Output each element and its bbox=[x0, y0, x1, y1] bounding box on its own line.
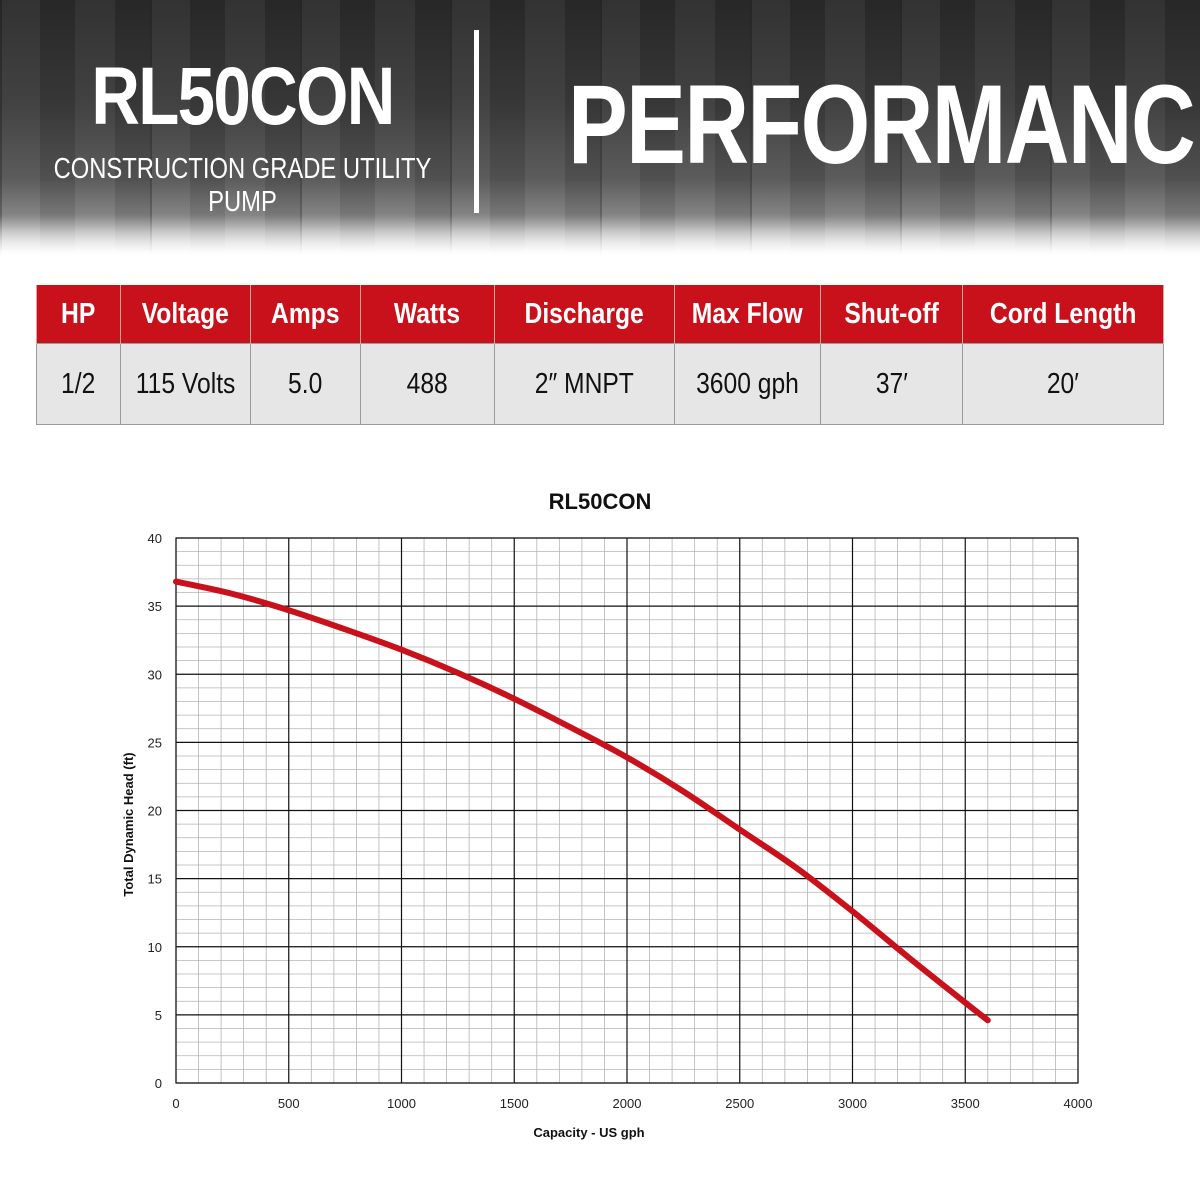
x-tick-label: 2000 bbox=[613, 1096, 642, 1111]
banner-fade bbox=[0, 215, 1200, 255]
plot-border bbox=[175, 537, 1079, 1084]
y-tick-label: 20 bbox=[148, 804, 162, 819]
chart-series bbox=[173, 578, 991, 1024]
specs-value-cell: 5.0 bbox=[249, 343, 361, 425]
specs-value-cell: 37′ bbox=[820, 343, 964, 425]
wood-texture bbox=[0, 0, 1200, 255]
y-axis-label: Total Dynamic Head (ft) bbox=[121, 752, 136, 896]
y-tick-label: 5 bbox=[155, 1008, 162, 1023]
specs-value-cell: 1/2 bbox=[36, 343, 121, 425]
specs-table: HP Voltage Amps Watts Discharge Max Flow… bbox=[36, 285, 1164, 425]
header-divider bbox=[474, 30, 479, 213]
y-tick-label: 40 bbox=[148, 531, 162, 546]
x-tick-label: 2500 bbox=[725, 1096, 754, 1111]
x-tick-label: 3500 bbox=[951, 1096, 980, 1111]
specs-header-row: HP Voltage Amps Watts Discharge Max Flow… bbox=[36, 285, 1164, 344]
chart-ticks: 0 500 1000 1500 2000 2500 3000 3500 4000 0 5 10 15 20… bbox=[148, 531, 1093, 1111]
specs-header-cell: Voltage bbox=[119, 285, 251, 344]
specs-header-cell: Watts bbox=[359, 285, 495, 344]
chart-title: RL50CON bbox=[548, 489, 652, 514]
x-tick-label: 3000 bbox=[838, 1096, 867, 1111]
y-tick-label: 10 bbox=[148, 940, 162, 955]
chart-grid bbox=[175, 537, 1079, 1084]
x-tick-label: 500 bbox=[278, 1096, 300, 1111]
specs-value-cell: 488 bbox=[359, 343, 495, 425]
performance-curve bbox=[173, 578, 991, 1024]
y-tick-label: 35 bbox=[148, 599, 162, 614]
product-subtitle: CONSTRUCTION GRADE UTILITY PUMP bbox=[53, 153, 432, 218]
specs-header-cell: Discharge bbox=[493, 285, 675, 344]
specs-header-cell: Max Flow bbox=[673, 285, 822, 344]
specs-value-row: 1/2 115 Volts 5.0 488 2″ MNPT 3600 gph 3… bbox=[36, 343, 1164, 425]
x-tick-label: 1500 bbox=[500, 1096, 529, 1111]
specs-value-cell: 115 Volts bbox=[119, 343, 251, 425]
specs-value-cell: 2″ MNPT bbox=[493, 343, 675, 425]
specs-header-cell: Amps bbox=[249, 285, 361, 344]
section-title: PERFORMANCE bbox=[568, 62, 1200, 187]
model-name: RL50CON bbox=[91, 51, 395, 142]
header-banner: RL50CON CONSTRUCTION GRADE UTILITY PUMP … bbox=[0, 0, 1200, 255]
y-tick-label: 30 bbox=[148, 667, 162, 682]
specs-value-cell: 20′ bbox=[962, 343, 1164, 425]
specs-value-cell: 3600 gph bbox=[673, 343, 822, 425]
y-tick-label: 15 bbox=[148, 872, 162, 887]
y-tick-label: 25 bbox=[148, 735, 162, 750]
x-tick-label: 1000 bbox=[387, 1096, 416, 1111]
specs-header-cell: Shut-off bbox=[820, 285, 964, 344]
x-tick-label: 0 bbox=[172, 1096, 179, 1111]
y-tick-label: 0 bbox=[155, 1076, 162, 1091]
x-axis-label: Capacity - US gph bbox=[533, 1125, 644, 1140]
specs-header-cell: Cord Length bbox=[962, 285, 1164, 344]
x-tick-label: 4000 bbox=[1064, 1096, 1093, 1111]
